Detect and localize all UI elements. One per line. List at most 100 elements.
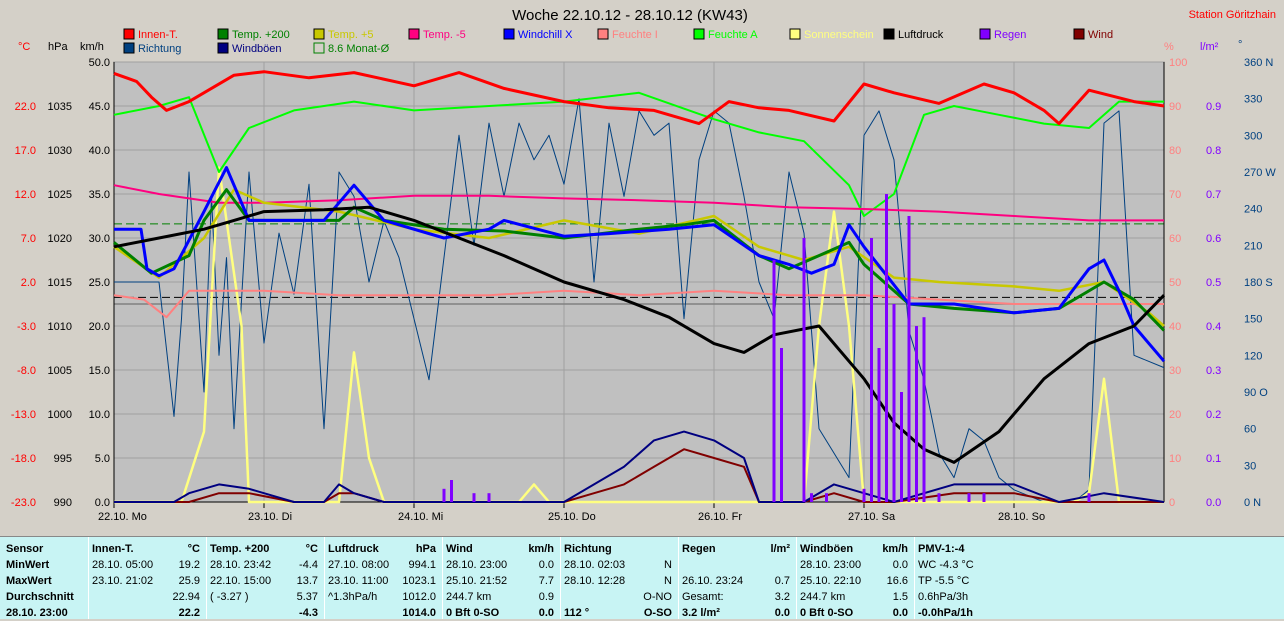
stats-separator [206, 537, 207, 619]
humid-tick-label: 20 [1169, 409, 1181, 421]
stats-row: 28.10. 02:03 N [564, 557, 672, 573]
legend-label: Regen [994, 29, 1026, 41]
series-richtung [114, 98, 1165, 503]
rain-unit: l/m² [1200, 41, 1219, 53]
temp-tick-label: -3.0 [17, 321, 36, 333]
legend-label: Luftdruck [898, 29, 944, 41]
stats-col-7: Windböen km/h 28.10. 23:00 0.0 25.10. 22:10 1… [800, 541, 908, 621]
dir-tick-label: 150 [1244, 314, 1262, 326]
x-tick-label: 22.10. Mo [98, 511, 147, 523]
rain-bar [862, 488, 866, 502]
humid-tick-label: 30 [1169, 365, 1181, 377]
humid-tick-label: 10 [1169, 453, 1181, 465]
stats-cell-label: 28.10. 05:00 [92, 559, 154, 571]
rain-bar [922, 317, 926, 502]
stats-col-head: Richtung [564, 541, 672, 557]
humid-tick-label: 50 [1169, 277, 1181, 289]
stats-cell-value: -4.3 [299, 607, 318, 619]
stats-row: 1014.0 [328, 605, 436, 621]
stats-row: 26.10. 23:24 0.7 [682, 573, 790, 589]
stats-col-4: Wind km/h 28.10. 23:00 0.0 25.10. 21:52 7.7 24… [446, 541, 554, 621]
chart-title: Woche 22.10.12 - 28.10.12 (KW43) [512, 7, 748, 24]
rain-tick-label: 0.9 [1206, 101, 1221, 113]
stats-col-head: Windböen km/h [800, 541, 908, 557]
stats-cell-label: 23.10. 21:02 [92, 575, 154, 587]
wind-tick-label: 20.0 [89, 321, 110, 333]
humid-tick-label: 100 [1169, 57, 1187, 69]
legend-swatch [217, 42, 229, 54]
stats-separator [914, 537, 915, 619]
temp-unit: °C [18, 41, 30, 53]
legend-label: Temp. +200 [232, 29, 290, 41]
rain-bar [487, 493, 491, 502]
stats-cell-value: O-SO [643, 607, 672, 619]
series-innen-t- [113, 70, 1165, 126]
rain-bar [915, 326, 918, 502]
legend-label: Temp. +5 [328, 29, 374, 41]
stats-col-1: Innen-T. °C 28.10. 05:00 19.2 23.10. 21:02 25… [92, 541, 200, 621]
wind-tick-label: 45.0 [89, 101, 110, 113]
temp-tick-label: -13.0 [11, 409, 36, 421]
stats-row: TP -5.5 °C [918, 573, 1018, 589]
humid-tick-label: 0 [1169, 497, 1175, 509]
stats-cell-value: N [664, 575, 672, 587]
stats-cell-label: 3.2 l/m² [682, 607, 720, 619]
press-unit: hPa [48, 41, 68, 53]
stats-head-label: Temp. +200 [210, 543, 270, 555]
stats-cell-value: 7.7 [538, 575, 554, 587]
legend-swatch [313, 28, 325, 40]
x-tick-label: 26.10. Fr [698, 511, 742, 523]
legend-swatch [408, 28, 420, 40]
stats-row: 0.6hPa/3h [918, 589, 1018, 605]
stats-row: 28.10. 23:00 0.0 [446, 557, 554, 573]
stats-cell-value: 0.7 [774, 575, 790, 587]
stats-separator [88, 537, 89, 619]
stats-separator [560, 537, 561, 619]
stats-col-head: Sensor [6, 541, 86, 557]
dir-tick-label: 270 W [1244, 167, 1276, 179]
stats-cell-value: 25.9 [178, 575, 200, 587]
series-lines [113, 70, 1166, 504]
stats-row: 22.2 [92, 605, 200, 621]
stats-col-head: Luftdruck hPa [328, 541, 436, 557]
rain-tick-label: 0.5 [1206, 277, 1221, 289]
press-tick-label: 1000 [48, 409, 72, 421]
stats-cell-label: 28.10. 02:03 [564, 559, 626, 571]
x-tick-label: 23.10. Di [248, 511, 292, 523]
dir-tick-label: 0 N [1244, 497, 1261, 509]
x-tick-label: 24.10. Mi [398, 511, 443, 523]
stats-cell-label: Gesamt: [682, 591, 724, 603]
legend-swatch [123, 28, 135, 40]
stats-cell-value: 994.1 [408, 559, 436, 571]
stats-col-3: Luftdruck hPa 27.10. 08:00 994.1 23.10. 11:0… [328, 541, 436, 621]
rain-tick-label: 0.4 [1206, 321, 1221, 333]
series-feuchte-a [113, 91, 1164, 217]
stats-head-label: Luftdruck [328, 543, 379, 555]
rain-tick-label: 0.0 [1206, 497, 1221, 509]
stats-cell-label: 25.10. 21:52 [446, 575, 508, 587]
legend-label: Feuchte A [708, 29, 758, 41]
legend-swatch [883, 28, 895, 40]
stats-row: 28.10. 05:00 19.2 [92, 557, 200, 573]
rain-bar [900, 392, 903, 502]
stats-cell-label: ( -3.27 ) [210, 591, 249, 603]
stats-head-label: Sensor [6, 543, 44, 555]
press-tick-label: 1030 [48, 145, 72, 157]
stats-cell-label: 28.10. 12:28 [564, 575, 626, 587]
legend-label: Innen-T. [138, 29, 178, 41]
stats-row: Durchschnitt [6, 589, 86, 605]
dir-tick-label: 60 [1244, 424, 1256, 436]
stats-cell-value: 22.2 [178, 607, 200, 619]
press-tick-label: 1035 [48, 101, 72, 113]
stats-head-unit: °C [187, 543, 200, 555]
stats-head-unit: hPa [415, 543, 436, 555]
weather-chart: Woche 22.10.12 - 28.10.12 (KW43) Station… [11, 7, 1276, 523]
stats-head-label: Regen [682, 543, 716, 555]
series-windchill-x [114, 166, 1166, 363]
x-tick-label: 25.10. Do [548, 511, 596, 523]
series-windb-en [114, 430, 1165, 503]
stats-cell-label: TP -5.5 °C [918, 575, 970, 587]
stats-row-label: MinWert [6, 559, 50, 571]
stats-cell-value: 0.0 [774, 607, 790, 619]
stats-head-label: Windböen [800, 543, 854, 555]
